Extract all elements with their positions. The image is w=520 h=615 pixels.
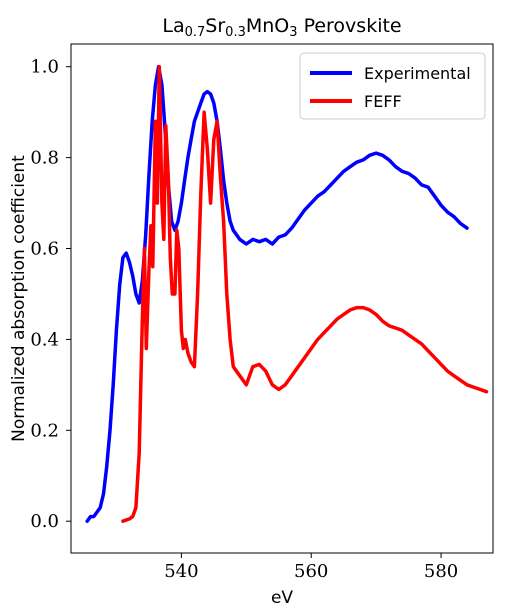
- y-axis-label: Normalized absorption coefficient: [9, 155, 29, 442]
- x-tick-label: 580: [424, 561, 458, 582]
- series-line-feff: [121, 64, 489, 523]
- title-part: 0.7: [185, 25, 206, 40]
- legend-label: FEFF: [364, 92, 402, 111]
- series-layer: [85, 64, 489, 523]
- legend-label: Experimental: [364, 64, 471, 83]
- title-part: 0.3: [225, 25, 246, 40]
- legend: Experimental FEFF: [299, 52, 486, 120]
- x-tick-label: 560: [294, 561, 328, 582]
- series-line-experimental: [85, 64, 469, 523]
- y-tick-label: 0.8: [30, 148, 59, 169]
- y-tick-label: 0.6: [30, 239, 59, 260]
- chart-title: La0.7Sr0.3MnO3 Perovskite: [162, 15, 401, 40]
- y-tick-label: 0.2: [30, 420, 59, 441]
- plot-frame: [70, 43, 494, 554]
- title-part: La: [162, 15, 184, 37]
- title-part: MnO: [246, 15, 289, 37]
- title-part: Sr: [205, 15, 225, 37]
- y-tick-label: 0.4: [30, 329, 59, 350]
- y-tick-label: 1.0: [30, 57, 59, 78]
- y-axis: 0.0 0.2 0.4 0.6 0.8 1.0: [30, 57, 71, 532]
- x-axis: 540 560 580: [164, 553, 458, 582]
- x-axis-label: eV: [271, 588, 293, 608]
- title-part: 3: [289, 25, 297, 40]
- title-part: Perovskite: [298, 15, 402, 37]
- y-tick-label: 0.0: [30, 511, 59, 532]
- x-tick-label: 540: [164, 561, 198, 582]
